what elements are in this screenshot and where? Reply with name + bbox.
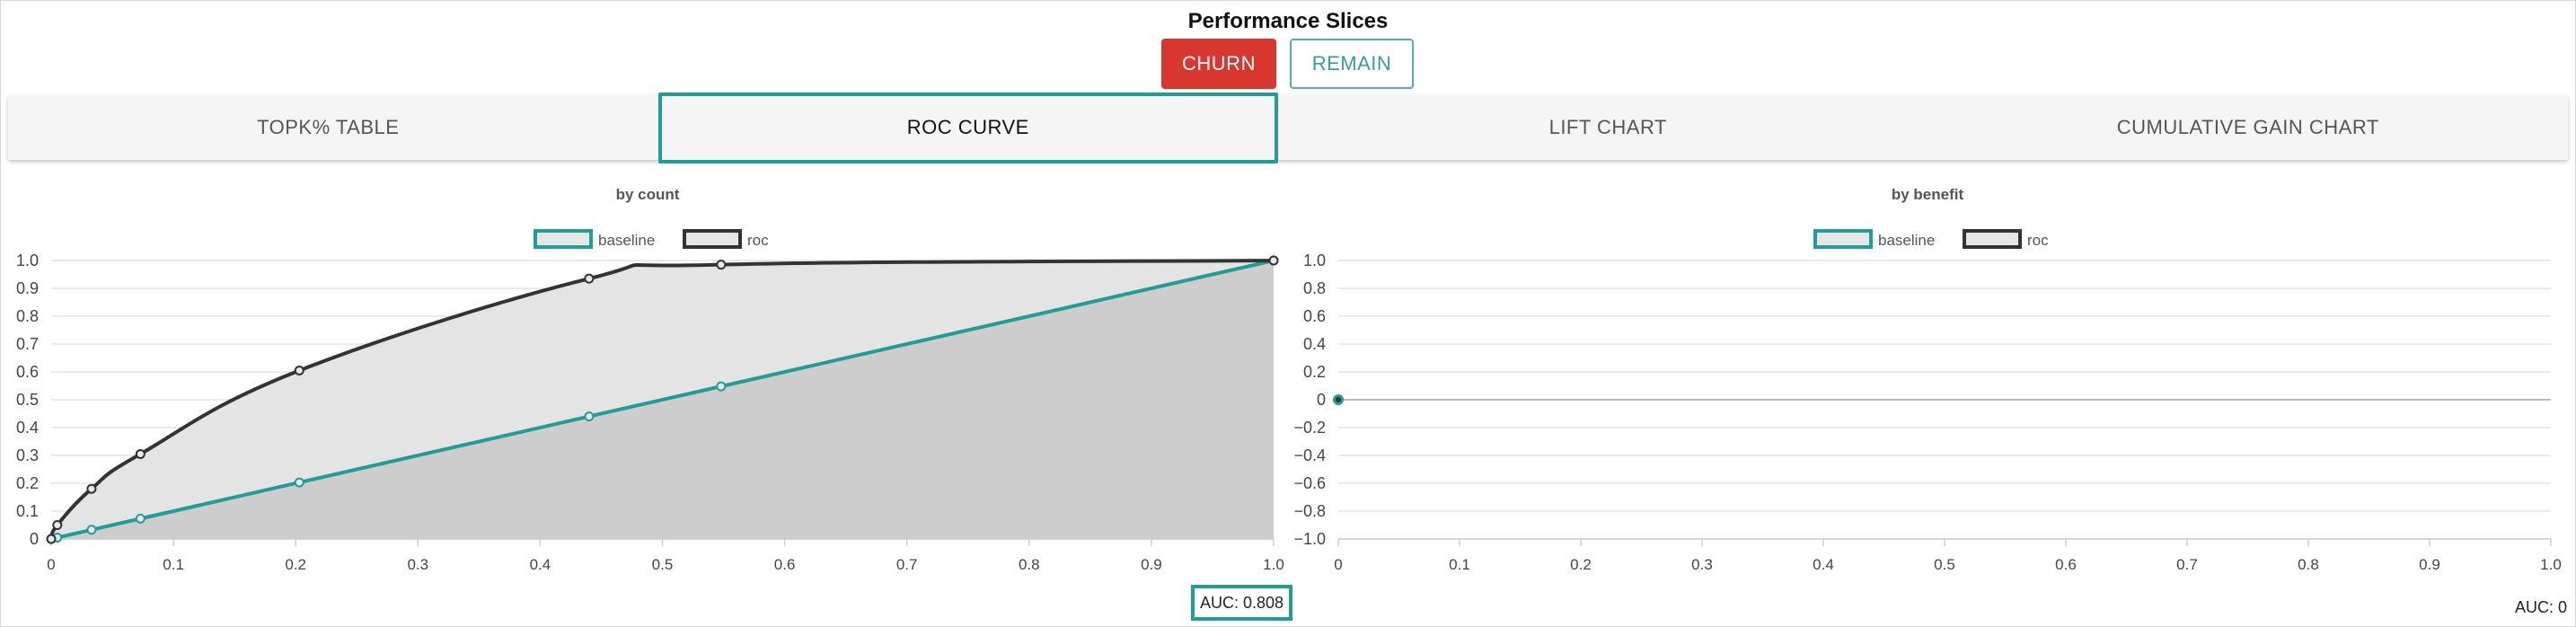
legend-swatch-baseline bbox=[534, 229, 593, 249]
y-tick-label: 0.9 bbox=[16, 279, 39, 297]
x-tick-label: 0 bbox=[1334, 556, 1342, 573]
y-tick-label: 0.4 bbox=[16, 419, 39, 437]
legend-label-roc: roc bbox=[2027, 232, 2049, 249]
legend-swatch-baseline bbox=[1813, 229, 1873, 249]
tab-cumulative-gain-chart[interactable]: CUMULATIVE GAIN CHART bbox=[2116, 116, 2379, 138]
roc-point bbox=[86, 483, 97, 494]
tab-roc-curve[interactable]: ROC CURVE bbox=[648, 93, 1289, 163]
legend-label-baseline: baseline bbox=[1878, 232, 1935, 249]
roc-point bbox=[52, 520, 63, 530]
x-tick-label: 0.2 bbox=[285, 556, 306, 573]
baseline-point bbox=[584, 411, 595, 422]
y-tick-label: 0 bbox=[1317, 391, 1326, 409]
roc-point bbox=[135, 448, 146, 459]
x-tick-label: 0.7 bbox=[896, 556, 918, 573]
roc-point bbox=[584, 273, 595, 284]
chart-by-benefit: by benefit baseline roc −1.0 −0.8 −0.6 −0.4 −0.… bbox=[1293, 186, 2561, 573]
chart-title: by count bbox=[616, 186, 680, 203]
tab-lift-chart[interactable]: LIFT CHART bbox=[1548, 116, 1667, 138]
x-tick-label: 0.9 bbox=[1141, 556, 1162, 573]
roc-point bbox=[1336, 397, 1341, 402]
baseline-point bbox=[294, 477, 304, 488]
y-tick-label: 1.0 bbox=[16, 252, 39, 269]
x-tick-label: 0.1 bbox=[1449, 556, 1470, 573]
baseline-point bbox=[716, 381, 727, 392]
y-tick-label: −1.0 bbox=[1293, 530, 1326, 548]
page-title: Performance Slices bbox=[1187, 9, 1389, 33]
x-tick-label: 0.6 bbox=[774, 556, 796, 573]
x-tick-label: 0.5 bbox=[652, 556, 674, 573]
legend-label-baseline: baseline bbox=[598, 232, 655, 249]
y-tick-label: 0.3 bbox=[16, 446, 39, 464]
legend-swatch-roc bbox=[683, 229, 742, 249]
legend-swatch-roc bbox=[1963, 229, 2022, 249]
x-tick-label: 0 bbox=[47, 556, 55, 573]
auc-by-count: AUC: 0.808 bbox=[1191, 585, 1292, 621]
roc-point bbox=[716, 260, 727, 270]
y-tick-label: 0 bbox=[30, 530, 39, 548]
tab-topk-table[interactable]: TOPK% TABLE bbox=[257, 116, 400, 138]
y-tick-label: 0.6 bbox=[1303, 307, 1326, 325]
x-tick-label: 0.2 bbox=[1570, 556, 1592, 573]
x-tick-label: 0.5 bbox=[1934, 556, 1955, 573]
y-tick-label: 0.8 bbox=[1303, 279, 1326, 297]
y-tick-label: 0.2 bbox=[1303, 363, 1326, 381]
y-tick-label: −0.8 bbox=[1293, 502, 1326, 520]
y-tick-label: 0.4 bbox=[1303, 335, 1326, 353]
x-tick-label: 0.4 bbox=[1813, 556, 1834, 573]
y-tick-label: −0.4 bbox=[1293, 446, 1326, 464]
y-tick-label: −0.2 bbox=[1293, 419, 1326, 437]
x-tick-label: 0.4 bbox=[530, 556, 551, 573]
x-tick-label: 0.7 bbox=[2176, 556, 2198, 573]
x-tick-label: 0.8 bbox=[2298, 556, 2319, 573]
y-tick-label: −0.6 bbox=[1293, 474, 1326, 492]
baseline-point bbox=[86, 525, 97, 535]
x-tick-label: 0.1 bbox=[163, 556, 184, 573]
x-tick-label: 0.6 bbox=[2055, 556, 2077, 573]
y-tick-label: 0.6 bbox=[16, 363, 39, 381]
chart-title: by benefit bbox=[1892, 186, 1964, 203]
y-tick-label: 0.5 bbox=[16, 391, 39, 409]
x-tick-label: 1.0 bbox=[1263, 556, 1284, 573]
x-tick-label: 1.0 bbox=[2540, 556, 2562, 573]
tab-bar: TOPK% TABLE ROC CURVE LIFT CHART CUMULAT… bbox=[8, 93, 2568, 163]
x-tick-label: 0.3 bbox=[1691, 556, 1713, 573]
x-tick-label: 0.9 bbox=[2419, 556, 2440, 573]
y-tick-label: 0.1 bbox=[16, 502, 39, 520]
baseline-point bbox=[135, 513, 146, 524]
chart-by-count: by count baseline roc 0 0.1 0.2 0.3 0.4 0.5 0.6 0.… bbox=[16, 186, 1284, 573]
remain-button[interactable]: REMAIN bbox=[1290, 39, 1414, 89]
y-tick-label: 0.8 bbox=[16, 307, 39, 325]
legend-label-roc: roc bbox=[747, 232, 769, 249]
roc-point bbox=[294, 365, 304, 375]
roc-point bbox=[46, 534, 57, 544]
y-tick-label: 1.0 bbox=[1303, 252, 1326, 269]
churn-button[interactable]: CHURN bbox=[1161, 39, 1276, 89]
x-tick-label: 0.8 bbox=[1019, 556, 1040, 573]
baseline-line bbox=[50, 259, 1275, 541]
roc-point bbox=[1268, 255, 1279, 266]
auc-by-benefit: AUC: 0 bbox=[2515, 598, 2568, 616]
x-tick-label: 0.3 bbox=[407, 556, 428, 573]
y-tick-label: 0.2 bbox=[16, 474, 39, 492]
y-tick-label: 0.7 bbox=[16, 335, 39, 353]
